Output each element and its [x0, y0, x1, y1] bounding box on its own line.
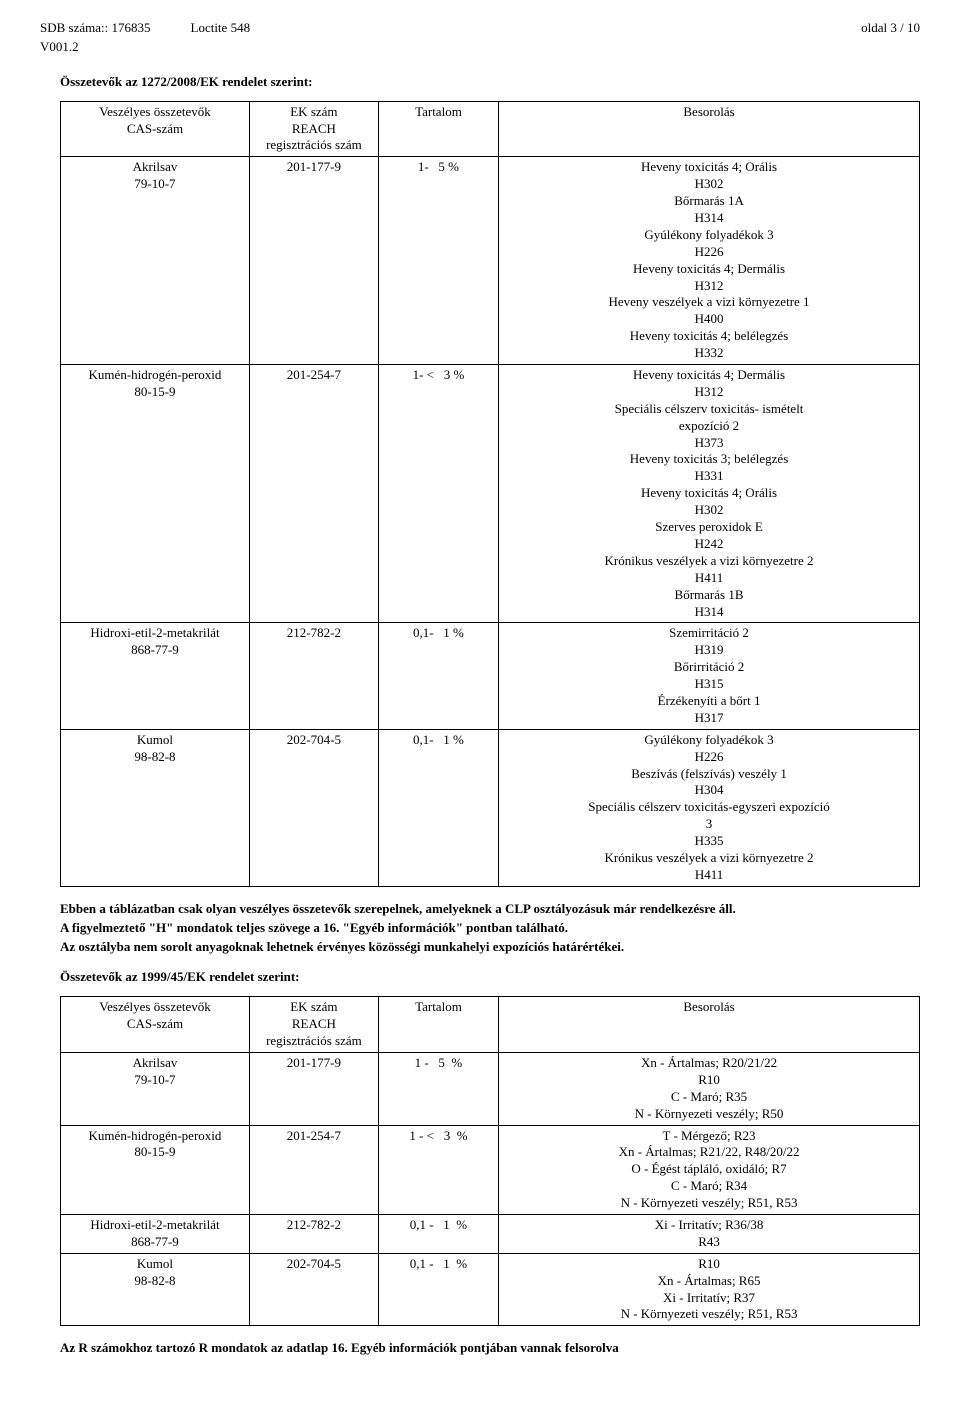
version: V001.2: [40, 39, 920, 56]
component-cell: Akrilsav 79-10-7: [61, 157, 250, 365]
mid-para-1: Ebben a táblázatban csak olyan veszélyes…: [60, 901, 920, 918]
classification-cell: Heveny toxicitás 4; Dermális H312 Speciá…: [499, 365, 920, 623]
table-row: Kumol 98-82-8202-704-50,1- 1 %Gyúlékony …: [61, 729, 920, 886]
classification-cell: Heveny toxicitás 4; Orális H302 Bőrmarás…: [499, 157, 920, 365]
components-table-1: Veszélyes összetevők CAS-szám EK szám RE…: [60, 101, 920, 887]
table1-header-row: Veszélyes összetevők CAS-szám EK szám RE…: [61, 101, 920, 157]
ek-cell: 212-782-2: [249, 623, 378, 729]
sdb-label-text: SDB száma::: [40, 20, 108, 35]
table-row: Akrilsav 79-10-7201-177-91- 5 %Heveny to…: [61, 157, 920, 365]
sdb-number: 176835: [112, 20, 151, 35]
th-classification: Besorolás: [499, 101, 920, 157]
table-row: Hidroxi-etil-2-metakrilát 868-77-9212-78…: [61, 1215, 920, 1254]
classification-cell: Xn - Ártalmas; R20/21/22 R10 C - Maró; R…: [499, 1052, 920, 1125]
th2-classification: Besorolás: [499, 997, 920, 1053]
section1-title: Összetevők az 1272/2008/EK rendelet szer…: [60, 74, 920, 91]
content-cell: 1 - < 3 %: [378, 1125, 498, 1214]
ek-cell: 201-177-9: [249, 157, 378, 365]
table-row: Kumén-hidrogén-peroxid 80-15-9201-254-71…: [61, 365, 920, 623]
component-cell: Kumén-hidrogén-peroxid 80-15-9: [61, 1125, 250, 1214]
footer-text: Az R számokhoz tartozó R mondatok az ada…: [60, 1340, 920, 1357]
th2-ek: EK szám REACH regisztrációs szám: [249, 997, 378, 1053]
sdb-label: SDB száma:: 176835: [40, 20, 151, 37]
page-header: SDB száma:: 176835 Loctite 548 oldal 3 /…: [40, 20, 920, 37]
table-row: Kumol 98-82-8202-704-50,1 - 1 %R10 Xn - …: [61, 1253, 920, 1326]
section2-title: Összetevők az 1999/45/EK rendelet szerin…: [60, 969, 920, 986]
components-table-2: Veszélyes összetevők CAS-szám EK szám RE…: [60, 996, 920, 1326]
product-name: Loctite 548: [191, 20, 251, 37]
component-cell: Hidroxi-etil-2-metakrilát 868-77-9: [61, 623, 250, 729]
header-left: SDB száma:: 176835 Loctite 548: [40, 20, 250, 37]
table2-header-row: Veszélyes összetevők CAS-szám EK szám RE…: [61, 997, 920, 1053]
table-row: Hidroxi-etil-2-metakrilát 868-77-9212-78…: [61, 623, 920, 729]
ek-cell: 201-177-9: [249, 1052, 378, 1125]
th2-content: Tartalom: [378, 997, 498, 1053]
th2-components: Veszélyes összetevők CAS-szám: [61, 997, 250, 1053]
classification-cell: Gyúlékony folyadékok 3 H226 Beszívás (fe…: [499, 729, 920, 886]
mid-para-3: Az osztályba nem sorolt anyagoknak lehet…: [60, 939, 920, 956]
component-cell: Hidroxi-etil-2-metakrilát 868-77-9: [61, 1215, 250, 1254]
content-cell: 1- 5 %: [378, 157, 498, 365]
content-cell: 1 - 5 %: [378, 1052, 498, 1125]
ek-cell: 202-704-5: [249, 1253, 378, 1326]
component-cell: Kumén-hidrogén-peroxid 80-15-9: [61, 365, 250, 623]
table-row: Kumén-hidrogén-peroxid 80-15-9201-254-71…: [61, 1125, 920, 1214]
content-cell: 0,1 - 1 %: [378, 1215, 498, 1254]
ek-cell: 201-254-7: [249, 1125, 378, 1214]
ek-cell: 201-254-7: [249, 365, 378, 623]
classification-cell: Xi - Irritatív; R36/38 R43: [499, 1215, 920, 1254]
mid-para-2: A figyelmeztető "H" mondatok teljes szöv…: [60, 920, 920, 937]
classification-cell: T - Mérgező; R23 Xn - Ártalmas; R21/22, …: [499, 1125, 920, 1214]
ek-cell: 212-782-2: [249, 1215, 378, 1254]
content-cell: 0,1- 1 %: [378, 729, 498, 886]
th-content: Tartalom: [378, 101, 498, 157]
content-cell: 1- < 3 %: [378, 365, 498, 623]
component-cell: Kumol 98-82-8: [61, 729, 250, 886]
component-cell: Kumol 98-82-8: [61, 1253, 250, 1326]
classification-cell: R10 Xn - Ártalmas; R65 Xi - Irritatív; R…: [499, 1253, 920, 1326]
ek-cell: 202-704-5: [249, 729, 378, 886]
page-number: oldal 3 / 10: [861, 20, 920, 37]
component-cell: Akrilsav 79-10-7: [61, 1052, 250, 1125]
table-row: Akrilsav 79-10-7201-177-91 - 5 %Xn - Árt…: [61, 1052, 920, 1125]
content-cell: 0,1- 1 %: [378, 623, 498, 729]
th-components: Veszélyes összetevők CAS-szám: [61, 101, 250, 157]
classification-cell: Szemirritáció 2 H319 Bőrirritáció 2 H315…: [499, 623, 920, 729]
content-cell: 0,1 - 1 %: [378, 1253, 498, 1326]
th-ek: EK szám REACH regisztrációs szám: [249, 101, 378, 157]
